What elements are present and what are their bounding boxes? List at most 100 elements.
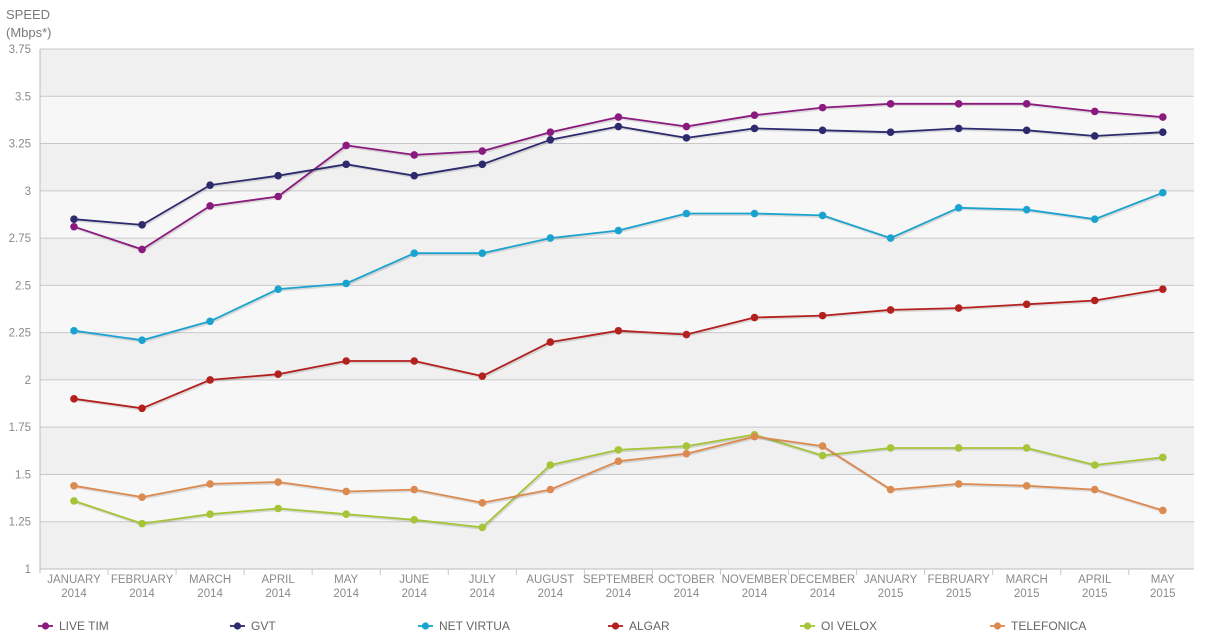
data-point-live-tim[interactable] xyxy=(1090,107,1099,116)
data-point-net-virtua[interactable] xyxy=(614,226,623,235)
legend-item-net-virtua[interactable]: NET VIRTUA xyxy=(418,619,510,633)
data-point-live-tim[interactable] xyxy=(70,222,78,231)
data-point-oi-velox[interactable] xyxy=(274,504,282,513)
data-point-oi-velox[interactable] xyxy=(546,461,555,469)
data-point-algar[interactable] xyxy=(818,311,827,320)
data-point-net-virtua[interactable] xyxy=(274,285,282,293)
data-point-gvt[interactable] xyxy=(274,171,282,180)
data-point-oi-velox[interactable] xyxy=(410,516,419,524)
legend-item-gvt[interactable]: GVT xyxy=(230,619,276,633)
data-point-live-tim[interactable] xyxy=(546,128,555,136)
data-point-algar[interactable] xyxy=(410,357,419,365)
data-point-net-virtua[interactable] xyxy=(70,326,78,335)
data-point-algar[interactable] xyxy=(954,304,963,312)
data-point-oi-velox[interactable] xyxy=(138,519,146,528)
data-point-algar[interactable] xyxy=(682,330,691,339)
data-point-gvt[interactable] xyxy=(478,160,487,169)
data-point-oi-velox[interactable] xyxy=(478,523,487,532)
data-point-gvt[interactable] xyxy=(1090,132,1099,140)
data-point-net-virtua[interactable] xyxy=(1022,205,1031,214)
data-point-oi-velox[interactable] xyxy=(682,442,691,450)
data-point-net-virtua[interactable] xyxy=(1159,188,1167,197)
data-point-oi-velox[interactable] xyxy=(954,444,963,452)
data-point-gvt[interactable] xyxy=(614,122,623,131)
data-point-algar[interactable] xyxy=(274,370,282,379)
data-point-algar[interactable] xyxy=(886,306,895,314)
data-point-telefonica[interactable] xyxy=(70,482,78,490)
data-point-algar[interactable] xyxy=(206,376,214,384)
data-point-live-tim[interactable] xyxy=(410,151,419,159)
legend-item-telefonica[interactable]: TELEFONICA xyxy=(990,619,1086,633)
data-point-telefonica[interactable] xyxy=(750,432,759,441)
data-point-oi-velox[interactable] xyxy=(1090,461,1099,469)
data-point-live-tim[interactable] xyxy=(478,147,487,155)
data-point-oi-velox[interactable] xyxy=(886,444,895,452)
data-point-live-tim[interactable] xyxy=(206,202,214,210)
data-point-telefonica[interactable] xyxy=(410,485,419,494)
data-point-gvt[interactable] xyxy=(410,171,419,180)
data-point-telefonica[interactable] xyxy=(206,480,214,488)
data-point-algar[interactable] xyxy=(1159,285,1167,293)
data-point-net-virtua[interactable] xyxy=(818,211,827,220)
data-point-algar[interactable] xyxy=(70,395,78,403)
data-point-gvt[interactable] xyxy=(818,126,827,135)
data-point-telefonica[interactable] xyxy=(546,485,555,494)
data-point-telefonica[interactable] xyxy=(886,485,895,494)
data-point-telefonica[interactable] xyxy=(1159,506,1167,515)
data-point-net-virtua[interactable] xyxy=(682,209,691,218)
data-point-live-tim[interactable] xyxy=(614,113,623,121)
data-point-telefonica[interactable] xyxy=(274,478,282,486)
data-point-gvt[interactable] xyxy=(954,124,963,133)
data-point-live-tim[interactable] xyxy=(818,103,827,112)
data-point-live-tim[interactable] xyxy=(750,111,759,119)
data-point-gvt[interactable] xyxy=(342,160,351,169)
data-point-telefonica[interactable] xyxy=(682,449,691,458)
data-point-net-virtua[interactable] xyxy=(206,317,214,326)
data-point-net-virtua[interactable] xyxy=(546,234,555,242)
data-point-algar[interactable] xyxy=(546,338,555,346)
data-point-gvt[interactable] xyxy=(206,181,214,189)
data-point-algar[interactable] xyxy=(342,357,351,365)
data-point-telefonica[interactable] xyxy=(614,457,623,466)
data-point-net-virtua[interactable] xyxy=(954,204,963,212)
data-point-oi-velox[interactable] xyxy=(206,510,214,518)
data-point-live-tim[interactable] xyxy=(342,141,351,150)
data-point-gvt[interactable] xyxy=(1022,126,1031,135)
legend-item-live-tim[interactable]: LIVE TIM xyxy=(38,619,109,633)
data-point-gvt[interactable] xyxy=(70,215,78,223)
data-point-telefonica[interactable] xyxy=(478,499,487,507)
data-point-live-tim[interactable] xyxy=(1159,113,1167,121)
data-point-net-virtua[interactable] xyxy=(886,234,895,242)
data-point-gvt[interactable] xyxy=(138,221,146,229)
data-point-live-tim[interactable] xyxy=(886,100,895,108)
data-point-algar[interactable] xyxy=(614,326,623,335)
data-point-net-virtua[interactable] xyxy=(342,279,351,288)
data-point-telefonica[interactable] xyxy=(138,493,146,501)
data-point-gvt[interactable] xyxy=(682,134,691,142)
data-point-oi-velox[interactable] xyxy=(614,446,623,454)
data-point-net-virtua[interactable] xyxy=(138,336,146,345)
data-point-net-virtua[interactable] xyxy=(1090,215,1099,223)
legend-item-oi-velox[interactable]: OI VELOX xyxy=(800,619,877,633)
data-point-gvt[interactable] xyxy=(750,124,759,133)
data-point-net-virtua[interactable] xyxy=(478,249,487,258)
data-point-net-virtua[interactable] xyxy=(410,249,419,258)
data-point-live-tim[interactable] xyxy=(954,100,963,108)
data-point-algar[interactable] xyxy=(750,313,759,322)
data-point-telefonica[interactable] xyxy=(818,442,827,450)
data-point-oi-velox[interactable] xyxy=(70,497,78,505)
data-point-algar[interactable] xyxy=(1090,296,1099,305)
data-point-telefonica[interactable] xyxy=(1022,482,1031,490)
data-point-gvt[interactable] xyxy=(886,128,895,136)
data-point-live-tim[interactable] xyxy=(138,245,146,254)
data-point-live-tim[interactable] xyxy=(274,192,282,201)
data-point-gvt[interactable] xyxy=(546,135,555,144)
data-point-oi-velox[interactable] xyxy=(1022,444,1031,452)
data-point-telefonica[interactable] xyxy=(342,487,351,496)
data-point-net-virtua[interactable] xyxy=(750,209,759,218)
data-point-oi-velox[interactable] xyxy=(1159,453,1167,462)
data-point-algar[interactable] xyxy=(1022,300,1031,309)
data-point-oi-velox[interactable] xyxy=(818,451,827,460)
data-point-algar[interactable] xyxy=(138,404,146,413)
data-point-oi-velox[interactable] xyxy=(342,510,351,518)
